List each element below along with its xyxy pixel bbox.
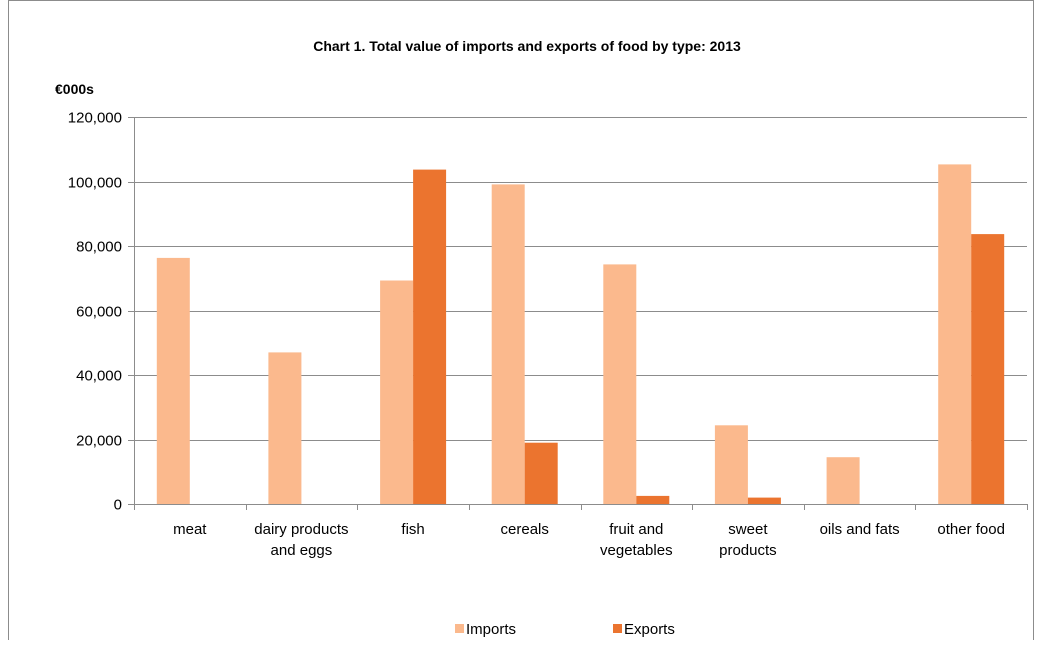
x-category-label: other food — [937, 521, 1005, 538]
gridlines — [134, 117, 1027, 441]
y-tick-label: 120,000 — [68, 110, 122, 127]
bar-exports — [636, 495, 670, 504]
x-category-label: cereals — [501, 521, 549, 538]
bar-imports — [603, 264, 637, 504]
y-tick-label: 80,000 — [76, 239, 122, 256]
bar-imports — [938, 164, 972, 504]
legend-swatch-imports — [455, 624, 464, 633]
x-category-label: dairy products and eggs — [254, 521, 348, 559]
bar-exports — [413, 169, 447, 504]
bars — [156, 164, 1005, 504]
y-tick-label: 20,000 — [76, 433, 122, 450]
x-category-label: fish — [401, 521, 424, 538]
bar-imports — [268, 352, 302, 504]
bar-imports — [826, 457, 860, 504]
y-tick-label: 40,000 — [76, 368, 122, 385]
bar-imports — [380, 280, 414, 504]
chart-frame — [8, 0, 1034, 640]
bar-imports — [491, 184, 525, 504]
x-category-label: fruit and vegetables — [600, 521, 673, 559]
x-axis-labels: meat dairy products and eggs fish cereals fru… — [173, 521, 1005, 559]
x-category-label: sweet products — [719, 521, 777, 559]
x-axis — [128, 504, 1028, 510]
bar-exports — [971, 234, 1005, 504]
y-tick-label: 100,000 — [68, 175, 122, 192]
y-axis-ticks: 0 20,000 40,000 60,000 80,000 100,000 120,000 — [68, 110, 135, 514]
x-category-label: meat — [173, 521, 207, 538]
legend-label-exports: Exports — [624, 621, 675, 638]
bar-exports — [747, 497, 781, 504]
legend: Imports Exports — [455, 621, 675, 638]
y-tick-label: 0 — [114, 497, 122, 514]
legend-swatch-exports — [613, 624, 622, 633]
bar-exports — [524, 442, 558, 504]
x-category-label: oils and fats — [820, 521, 900, 538]
legend-label-imports: Imports — [466, 621, 516, 638]
bar-imports — [156, 257, 190, 504]
bar-imports — [714, 425, 748, 504]
y-axis-unit-label: €000s — [55, 81, 94, 97]
chart-title: Chart 1. Total value of imports and expo… — [313, 38, 741, 54]
y-tick-label: 60,000 — [76, 304, 122, 321]
